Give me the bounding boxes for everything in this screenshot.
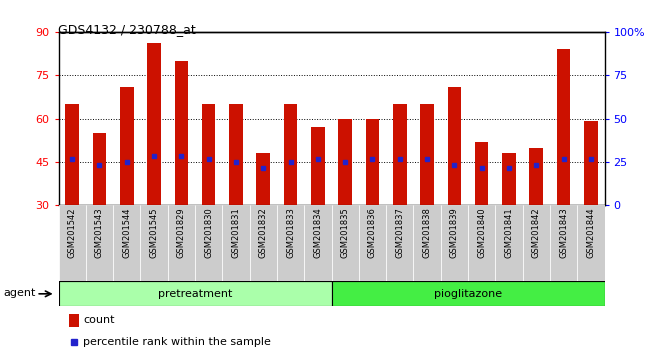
Bar <box>441 205 468 281</box>
Bar <box>86 205 113 281</box>
Text: GSM201836: GSM201836 <box>368 207 377 258</box>
Text: pioglitazone: pioglitazone <box>434 289 502 299</box>
Text: agent: agent <box>3 287 35 298</box>
Bar <box>120 87 134 205</box>
Bar <box>256 153 270 205</box>
Text: GSM201835: GSM201835 <box>341 207 350 258</box>
Bar <box>58 205 86 281</box>
Text: GSM201838: GSM201838 <box>422 207 432 258</box>
Bar <box>495 205 523 281</box>
Bar <box>229 104 243 205</box>
Bar <box>284 104 298 205</box>
Text: GSM201842: GSM201842 <box>532 207 541 258</box>
Bar <box>92 133 107 205</box>
Text: GSM201834: GSM201834 <box>313 207 322 258</box>
Bar <box>332 205 359 281</box>
Bar <box>584 121 598 205</box>
Bar <box>577 205 605 281</box>
Text: GSM201844: GSM201844 <box>586 207 595 258</box>
Bar <box>421 104 434 205</box>
Bar <box>365 119 380 205</box>
Bar <box>202 104 216 205</box>
Text: GSM201544: GSM201544 <box>122 207 131 258</box>
Text: GSM201831: GSM201831 <box>231 207 240 258</box>
Bar <box>413 205 441 281</box>
Text: GSM201832: GSM201832 <box>259 207 268 258</box>
Bar <box>474 142 489 205</box>
Text: GSM201833: GSM201833 <box>286 207 295 258</box>
Bar <box>70 314 79 327</box>
Bar <box>174 61 188 205</box>
Bar <box>222 205 250 281</box>
Bar <box>468 205 495 281</box>
Bar <box>311 127 324 205</box>
Text: GDS4132 / 230788_at: GDS4132 / 230788_at <box>58 23 196 36</box>
Text: GSM201840: GSM201840 <box>477 207 486 258</box>
Bar <box>168 205 195 281</box>
Text: GSM201545: GSM201545 <box>150 207 159 258</box>
Text: pretreatment: pretreatment <box>158 289 232 299</box>
Bar <box>58 281 332 306</box>
Bar <box>332 281 604 306</box>
Bar <box>339 119 352 205</box>
Bar <box>148 44 161 205</box>
Text: GSM201841: GSM201841 <box>504 207 514 258</box>
Text: GSM201542: GSM201542 <box>68 207 77 258</box>
Bar <box>250 205 277 281</box>
Bar <box>277 205 304 281</box>
Text: GSM201830: GSM201830 <box>204 207 213 258</box>
Bar <box>523 205 550 281</box>
Bar <box>65 104 79 205</box>
Bar <box>195 205 222 281</box>
Bar <box>140 205 168 281</box>
Bar <box>550 205 577 281</box>
Text: percentile rank within the sample: percentile rank within the sample <box>83 337 271 348</box>
Bar <box>359 205 386 281</box>
Bar <box>113 205 140 281</box>
Bar <box>502 153 516 205</box>
Bar <box>530 148 543 205</box>
Text: GSM201839: GSM201839 <box>450 207 459 258</box>
Text: GSM201837: GSM201837 <box>395 207 404 258</box>
Text: count: count <box>83 315 114 325</box>
Text: GSM201543: GSM201543 <box>95 207 104 258</box>
Bar <box>304 205 332 281</box>
Text: GSM201829: GSM201829 <box>177 207 186 258</box>
Bar <box>386 205 413 281</box>
Bar <box>556 49 571 205</box>
Text: GSM201843: GSM201843 <box>559 207 568 258</box>
Bar <box>447 87 461 205</box>
Bar <box>393 104 407 205</box>
